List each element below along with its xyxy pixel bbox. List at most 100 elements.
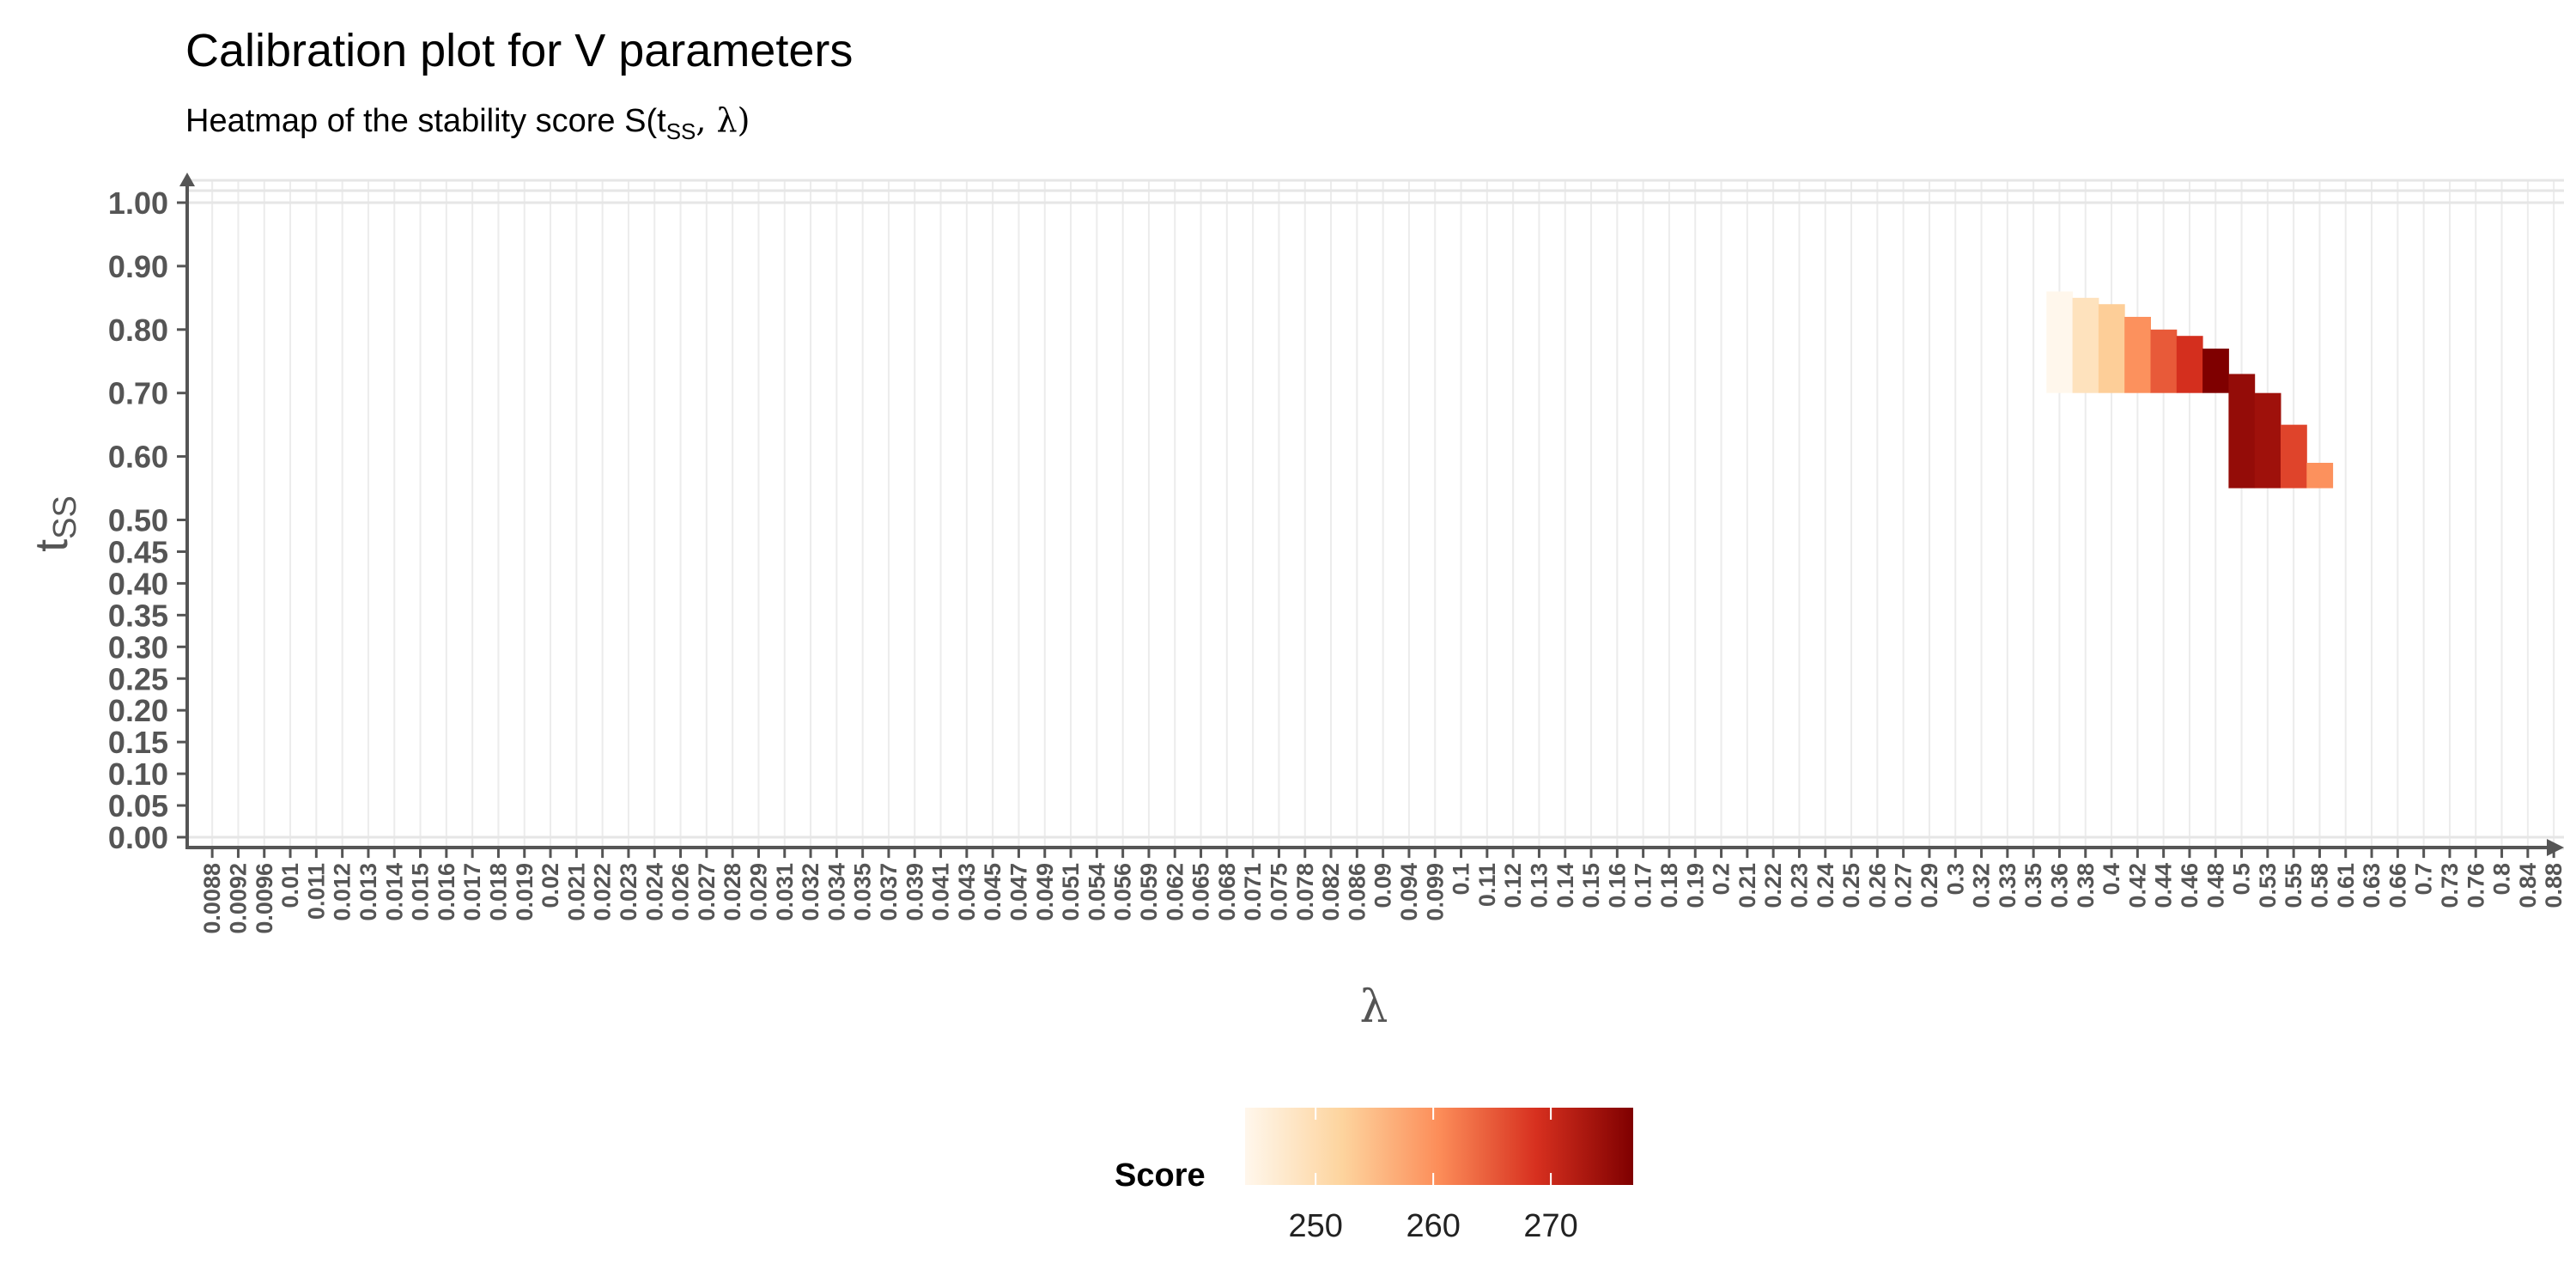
x-tick-label: 0.44 — [2151, 863, 2177, 908]
x-tick-label: 0.019 — [512, 863, 538, 921]
grid-lines — [187, 179, 2564, 859]
x-tick-label: 0.88 — [2541, 863, 2567, 908]
x-tick-label: 0.028 — [720, 863, 745, 921]
heatmap-cell — [2228, 374, 2256, 489]
x-tick-label: 0.61 — [2333, 863, 2359, 908]
x-tick-label: 0.011 — [303, 863, 329, 920]
x-tick-label: 0.36 — [2046, 863, 2072, 908]
heatmap-cell — [2306, 462, 2334, 489]
x-tick-label: 0.023 — [616, 863, 641, 921]
x-tick-labels: 0.0088 0.0092 0.0096 0.01 0.011 0.012 0.013 0.0… — [199, 863, 2567, 934]
chart-title: Calibration plot for V parameters — [185, 25, 854, 76]
y-tick-label: 0.90 — [108, 249, 168, 284]
x-tick-label: 0.059 — [1136, 863, 1162, 921]
x-tick-label: 0.013 — [355, 863, 381, 921]
x-tick-label: 0.065 — [1188, 863, 1214, 921]
x-tick-label: 0.84 — [2515, 863, 2541, 908]
x-tick-label: 0.7 — [2411, 863, 2437, 896]
heatmap-cell — [2150, 329, 2178, 393]
x-tick-label: 0.0088 — [199, 863, 225, 934]
x-tick-label: 0.13 — [1526, 863, 1552, 908]
x-tick-label: 0.4 — [2099, 863, 2124, 896]
heatmap-cell — [2124, 317, 2151, 393]
x-tick-label: 0.24 — [1813, 863, 1838, 908]
x-tick-label: 0.026 — [668, 863, 694, 921]
x-tick-label: 0.3 — [1942, 863, 1968, 896]
y-tick-label: 0.60 — [108, 440, 168, 475]
x-tick-label: 0.012 — [330, 863, 355, 921]
x-tick-label: 0.029 — [745, 863, 771, 921]
x-tick-label: 0.35 — [2020, 863, 2046, 908]
y-tick-label: 0.50 — [108, 503, 168, 538]
x-tick-label: 0.73 — [2437, 863, 2463, 908]
colorbar-tick-label: 260 — [1406, 1208, 1460, 1244]
x-tick-label: 0.46 — [2177, 863, 2202, 908]
x-tick-label: 0.15 — [1578, 863, 1604, 908]
x-tick-label: 0.19 — [1682, 863, 1708, 908]
x-tick-label: 0.16 — [1604, 863, 1630, 908]
axes — [177, 173, 2564, 858]
y-tick-label: 0.45 — [108, 534, 168, 569]
x-tick-label: 0.056 — [1110, 863, 1136, 921]
x-tick-label: 0.032 — [798, 863, 823, 921]
x-tick-label: 0.035 — [850, 863, 876, 921]
x-tick-label: 0.27 — [1891, 863, 1917, 908]
x-tick-label: 0.015 — [408, 863, 434, 921]
heatmap-cell — [2202, 348, 2229, 393]
y-tick-label: 0.25 — [108, 661, 168, 696]
x-tick-label: 0.017 — [459, 863, 485, 921]
x-tick-label: 0.094 — [1396, 863, 1422, 921]
x-tick-label: 0.049 — [1032, 863, 1058, 921]
heatmap-cell — [2254, 392, 2281, 489]
colorbar-tick-label: 250 — [1288, 1208, 1342, 1244]
y-tick-label: 0.35 — [108, 598, 168, 633]
x-tick-label: 0.062 — [1162, 863, 1188, 921]
subtitle-prefix: Heatmap of the stability score S(t — [185, 103, 666, 139]
x-tick-label: 0.039 — [902, 863, 927, 921]
x-tick-label: 0.082 — [1318, 863, 1344, 921]
x-tick-label: 0.09 — [1370, 863, 1396, 908]
heatmap-cell — [2046, 291, 2074, 393]
heatmap-cell — [2072, 297, 2099, 393]
x-tick-label: 0.23 — [1786, 863, 1812, 908]
y-tick-label: 0.80 — [108, 313, 168, 348]
x-tick-label: 0.32 — [1969, 863, 1995, 908]
x-tick-label: 0.2 — [1709, 863, 1735, 896]
x-tick-label: 0.14 — [1552, 863, 1578, 908]
x-tick-label: 0.22 — [1760, 863, 1786, 908]
x-tick-label: 0.53 — [2255, 863, 2281, 908]
chart-subtitle: Heatmap of the stability score S(tSS, λ) — [185, 101, 750, 145]
y-tick-label: 0.30 — [108, 629, 168, 665]
x-tick-label: 0.8 — [2489, 863, 2515, 896]
y-tick-label: 0.40 — [108, 566, 168, 601]
y-tick-label: 0.20 — [108, 693, 168, 728]
y-axis-title: tSS — [26, 495, 83, 552]
x-tick-label: 0.11 — [1474, 863, 1500, 907]
x-tick-label: 0.037 — [876, 863, 902, 921]
x-tick-label: 0.26 — [1864, 863, 1890, 908]
x-tick-label: 0.38 — [2073, 863, 2099, 908]
x-tick-label: 0.071 — [1240, 863, 1266, 921]
legend-title: Score — [1115, 1157, 1206, 1194]
x-tick-label: 0.25 — [1838, 863, 1864, 908]
x-tick-label: 0.051 — [1058, 863, 1084, 921]
y-tick-label: 0.00 — [108, 820, 168, 855]
x-tick-label: 0.29 — [1917, 863, 1942, 908]
x-tick-label: 0.66 — [2385, 863, 2410, 908]
heatmap-cell — [2281, 424, 2307, 489]
heatmap-cell — [2176, 336, 2203, 393]
x-tick-label: 0.016 — [434, 863, 459, 921]
x-tick-label: 0.0096 — [252, 863, 277, 934]
x-tick-label: 0.034 — [823, 863, 849, 921]
heatmap-cell — [2098, 304, 2125, 393]
x-tick-label: 0.086 — [1344, 863, 1370, 921]
x-tick-label: 0.17 — [1631, 863, 1656, 908]
x-tick-label: 0.041 — [928, 863, 954, 921]
y-tick-label: 0.10 — [108, 756, 168, 792]
x-tick-label: 0.5 — [2229, 863, 2255, 896]
x-tick-label: 0.099 — [1422, 863, 1448, 921]
x-tick-label: 0.014 — [381, 863, 407, 921]
y-tick-label: 1.00 — [108, 185, 168, 221]
colorbar — [1245, 1108, 1633, 1185]
